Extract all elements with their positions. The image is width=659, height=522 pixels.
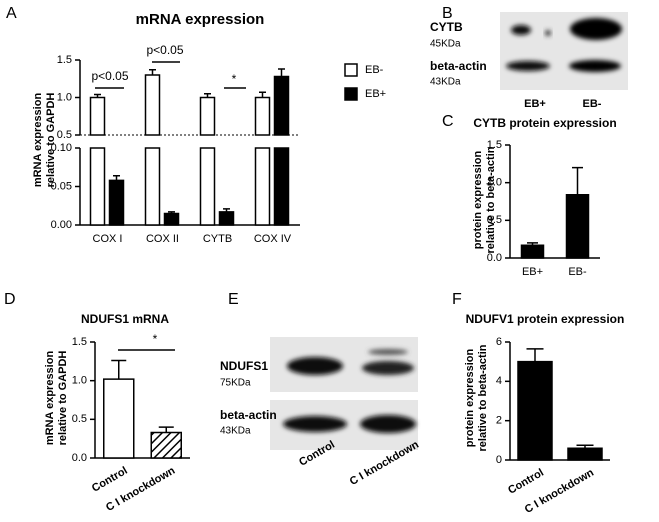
error-bar	[204, 93, 211, 98]
error-bar	[94, 93, 101, 98]
bar	[108, 179, 125, 226]
annotation: *	[153, 332, 158, 346]
y-axis-label: mRNA expression	[32, 93, 44, 188]
bar	[89, 96, 106, 226]
blot-size: 75KDa	[220, 378, 251, 389]
y-tick-label: 1.5	[72, 336, 87, 348]
y-axis-label: protein expression	[472, 151, 484, 250]
error-bar	[527, 242, 538, 246]
blot-protein: NDUFS1	[220, 359, 268, 373]
x-tick-label: CYTB	[203, 233, 232, 245]
blot-image	[270, 337, 418, 450]
bar	[517, 360, 553, 461]
y-tick-label: 0.0	[72, 452, 87, 464]
x-tick-label: COX IV	[254, 233, 292, 245]
legend-swatch	[344, 63, 358, 77]
blot-size: 43KDa	[220, 426, 251, 437]
annotation: p<0.05	[91, 69, 128, 83]
x-tick-label: EB+	[522, 266, 543, 278]
legend-label: EB+	[365, 88, 386, 100]
x-tick-label: Control	[90, 465, 130, 495]
y-tick-label: 0.10	[51, 142, 72, 154]
y-tick-label: 0.5	[72, 413, 87, 425]
y-axis-label: relative to GAPDH	[45, 93, 57, 188]
panel-label: D	[4, 291, 16, 308]
bar	[273, 75, 290, 226]
error-bar	[572, 166, 583, 195]
blot-lane-label: EB-	[583, 98, 602, 110]
bar	[163, 212, 180, 226]
x-tick-label: COX II	[146, 233, 179, 245]
annotation: p<0.05	[146, 43, 183, 57]
blot-protein: beta-actin	[430, 59, 487, 73]
y-axis-label: relative to beta-actin	[477, 344, 489, 451]
chart-title: mRNA expression	[136, 11, 265, 28]
panel-label: E	[228, 291, 239, 308]
y-tick-label: 1.0	[487, 177, 502, 189]
panel-label: A	[6, 5, 17, 22]
error-bar	[576, 444, 594, 449]
blot-size: 45KDa	[430, 39, 461, 50]
x-tick-label: Control	[506, 467, 546, 497]
x-tick-label: COX I	[93, 233, 123, 245]
bar	[218, 211, 235, 226]
y-tick-label: 2	[496, 415, 502, 427]
bar	[254, 96, 271, 226]
y-axis-label: protein expression	[464, 349, 476, 448]
y-tick-label: 6	[496, 336, 502, 348]
error-bar	[278, 68, 285, 77]
error-bar	[168, 211, 175, 214]
bar	[520, 244, 545, 259]
y-tick-label: 1.0	[57, 91, 72, 103]
y-tick-label: 1.5	[487, 139, 502, 151]
bar	[565, 193, 590, 259]
panel-label: B	[442, 5, 453, 22]
bar	[103, 378, 135, 459]
chart-title: CYTB protein expression	[473, 116, 616, 130]
bar	[144, 74, 161, 226]
panel-label: F	[452, 291, 462, 308]
error-bar	[149, 69, 156, 75]
bar	[150, 431, 182, 459]
legend-label: EB-	[365, 64, 384, 76]
y-tick-label: 4	[496, 375, 502, 387]
error-bar	[259, 91, 266, 98]
chart-title: NDUFS1 mRNA	[81, 312, 169, 326]
y-tick-label: 0.5	[487, 214, 502, 226]
blot-size: 43KDa	[430, 77, 461, 88]
bar	[567, 447, 603, 461]
y-tick-label: 0.5	[57, 129, 72, 141]
y-tick-label: 1.5	[57, 54, 72, 66]
annotation: *	[232, 72, 237, 86]
y-axis-label: mRNA expression	[44, 351, 56, 446]
y-axis-label: relative to GAPDH	[57, 351, 69, 446]
blot-protein: CYTB	[430, 20, 463, 34]
y-tick-label: 0.00	[51, 219, 72, 231]
blot-lane-label: EB+	[524, 98, 546, 110]
error-bar	[111, 359, 127, 380]
blot-image	[500, 12, 628, 90]
panel-label: C	[442, 113, 454, 130]
y-axis-label: relative to beta-actin	[485, 146, 497, 253]
blot-protein: beta-actin	[220, 408, 277, 422]
bar	[199, 96, 216, 226]
y-tick-label: 0	[496, 454, 502, 466]
error-bar	[158, 426, 174, 433]
x-tick-label: EB-	[568, 266, 587, 278]
y-tick-label: 1.0	[72, 375, 87, 387]
legend-swatch	[344, 87, 358, 101]
error-bar	[113, 174, 120, 181]
y-tick-label: 0.0	[487, 252, 502, 264]
y-tick-label: 0.05	[51, 180, 72, 192]
chart-title: NDUFV1 protein expression	[466, 312, 625, 326]
error-bar	[526, 348, 544, 362]
error-bar	[223, 208, 230, 212]
